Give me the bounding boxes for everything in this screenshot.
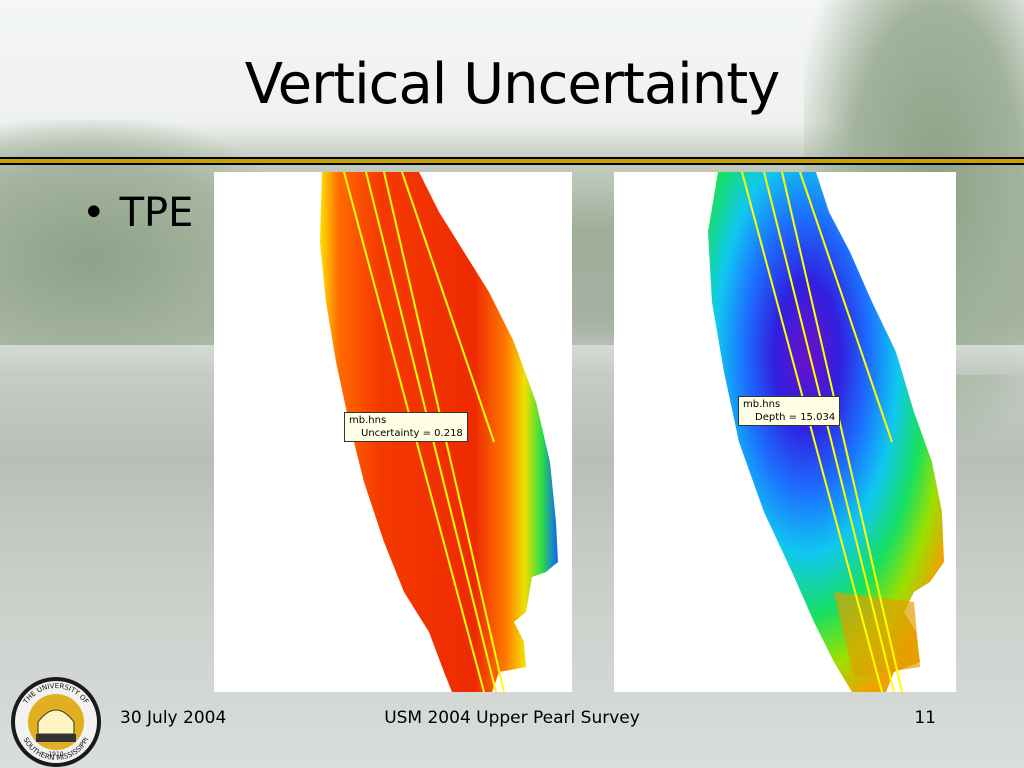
tooltip-value: Depth = 15.034 [755,412,836,423]
uncertainty-map-panel: mb.hns Uncertainty = 0.218 [214,172,572,692]
footer-date: 30 July 2004 [120,708,227,728]
tooltip-source: mb.hns [743,399,781,410]
bullet-item: • TPE [82,190,193,236]
depth-tooltip: mb.hns Depth = 15.034 [738,396,841,426]
bullet-dot-icon: • [82,190,106,236]
bullet-text: TPE [119,190,194,236]
svg-text:1910: 1910 [48,751,63,758]
depth-map-image [708,172,944,692]
depth-map-panel: mb.hns Depth = 15.034 [614,172,956,692]
slide-number: 11 [914,708,936,728]
slide-title: Vertical Uncertainty [244,52,781,117]
tooltip-source: mb.hns [349,415,387,426]
tooltip-value: Uncertainty = 0.218 [361,428,463,439]
title-divider [0,157,1024,165]
uncertainty-tooltip: mb.hns Uncertainty = 0.218 [344,412,468,442]
footer-title: USM 2004 Upper Pearl Survey [384,708,640,728]
university-seal-logo: THE UNIVERSITY OF SOUTHERN MISSISSIPPI 1… [11,677,101,767]
